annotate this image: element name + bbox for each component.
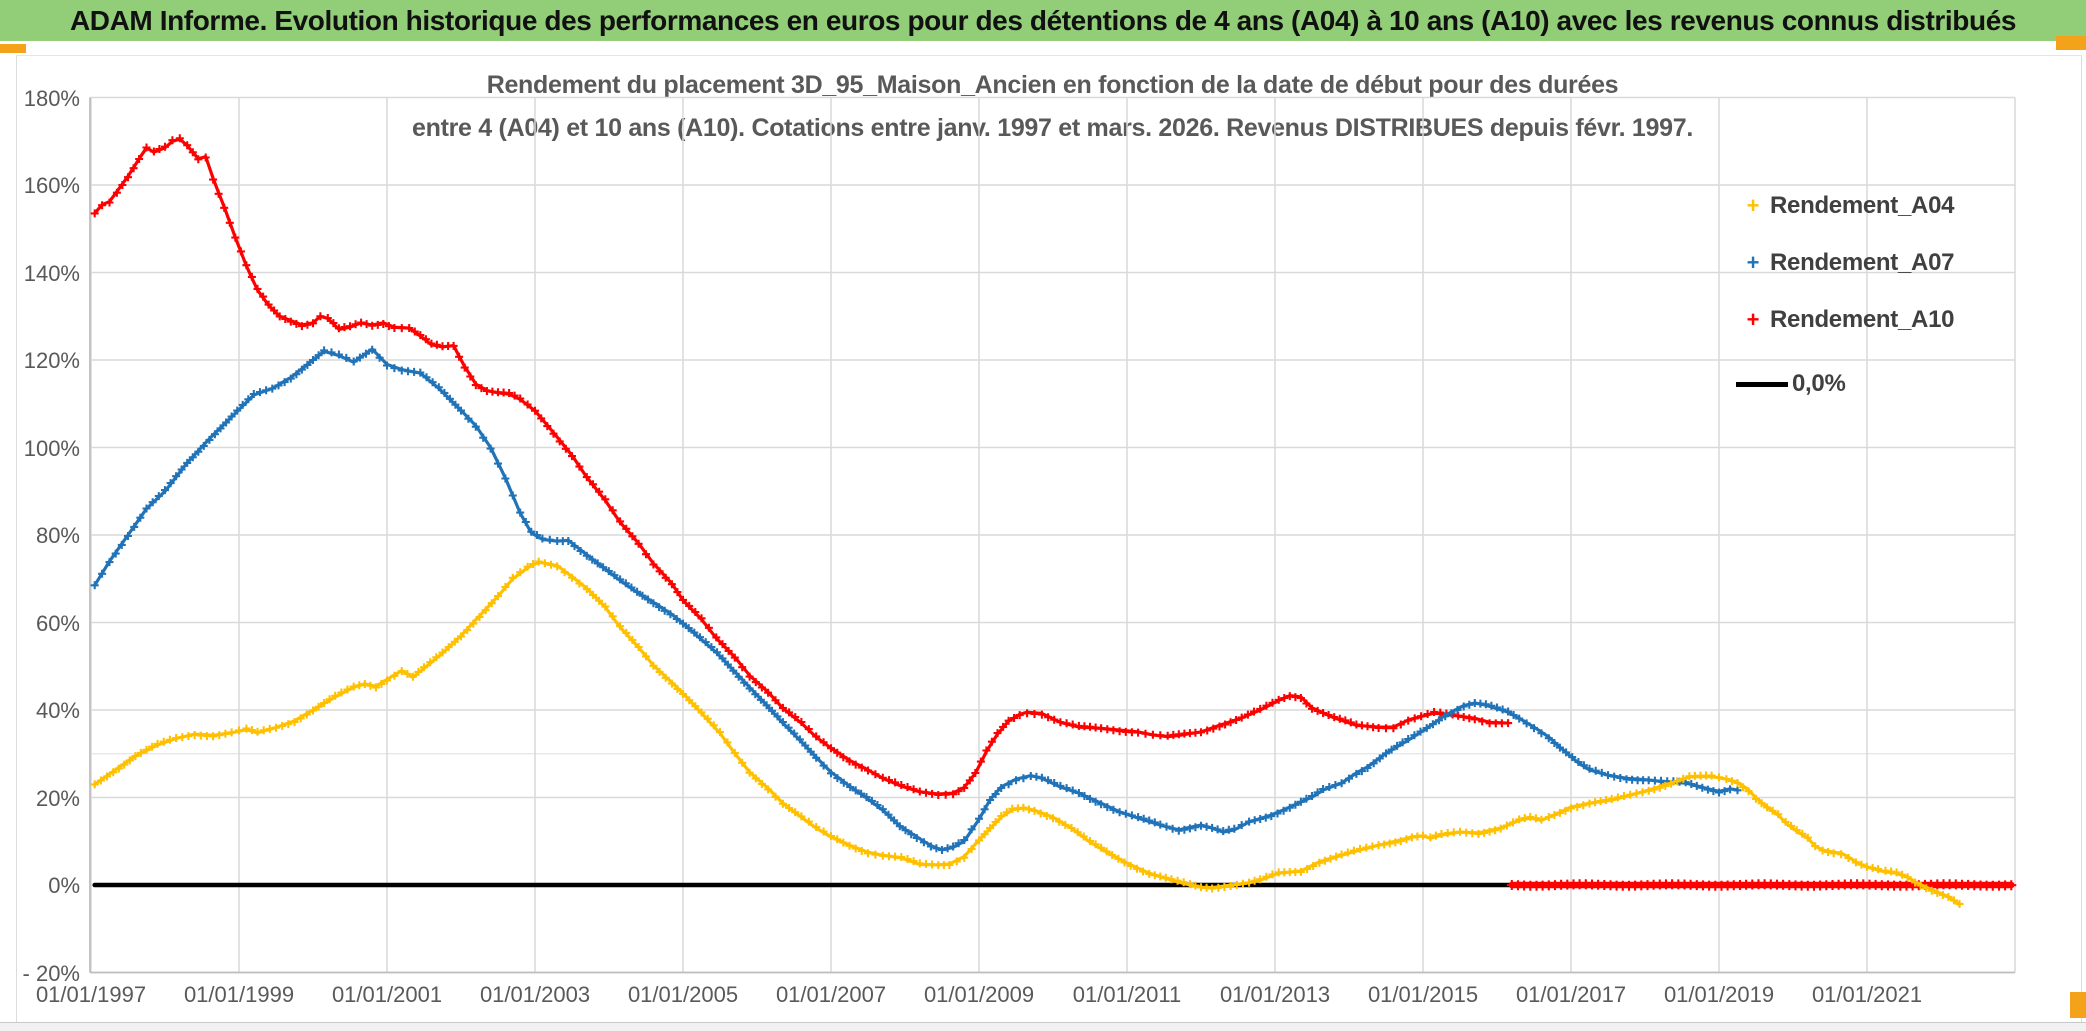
header-title: ADAM Informe. Evolution historique des p… [69,4,2017,36]
y-axis-label: 180% [23,85,80,111]
y-axis-label: 120% [23,348,80,373]
legend-item-a10: + Rendement_A10 [1736,306,1955,334]
plus-marker-icon: + [1746,307,1760,332]
y-axis-label: 40% [35,698,80,723]
series-markers [90,345,1742,854]
black-line-swatch [1736,381,1788,387]
legend-item-a07: + Rendement_A07 [1736,249,1955,277]
y-axis-label: 80% [35,523,80,548]
y-axis-label: - 20% [22,960,80,986]
y-axis-label: 20% [35,785,80,811]
x-axis-label: 01/01/2015 [1367,982,1479,1007]
legend-item-zero: 0,0% [1736,370,1954,398]
series-rendement-a10 [90,134,2017,891]
gridlines [90,96,2016,974]
accent-top-left [0,44,26,53]
y-axis-label: 100% [23,435,80,461]
x-axis-label: 01/01/2005 [627,982,739,1007]
chart-frame-bottom [0,1022,2086,1023]
x-axis-label: 01/01/2021 [1811,982,1923,1007]
accent-top-right [2056,36,2086,50]
series-line [93,347,1740,852]
x-axis-label: 01/01/1999 [183,982,295,1007]
series-markers [90,557,1964,908]
plus-marker-icon: + [1746,193,1760,218]
plus-marker-icon: + [1746,250,1760,275]
legend-label: Rendement_A04 [1770,192,1955,219]
legend-item-a04: + Rendement_A04 [1736,192,1955,220]
accent-bottom-right [2070,992,2086,1018]
header-bar: ADAM Informe. Evolution historique des p… [0,0,2086,41]
x-axis-label: 01/01/2009 [923,982,1035,1007]
chart-title-line2: entre 4 (A04) et 10 ans (A10). Cotations… [412,114,1693,142]
legend: + Rendement_A04 + Rendement_A07 + Rendem… [1736,192,1954,398]
series-markers [1506,879,2017,891]
legend-label: 0,0% [1792,370,1846,397]
series-markers [90,134,1513,799]
chart-frame-left [16,55,17,1022]
y-axis-label: 160% [23,173,80,198]
x-axis-label: 01/01/2007 [775,982,887,1007]
series-line [93,560,1962,907]
legend-label: Rendement_A07 [1770,249,1955,276]
y-axis-label: 0% [48,873,80,898]
x-axis-label: 01/01/2019 [1663,982,1775,1007]
series-rendement-a04 [90,557,1964,908]
x-axis-label: 01/01/2003 [479,982,591,1007]
chart-frame-right [2081,55,2082,1022]
chart-title-line1: Rendement du placement 3D_95_Maison_Anci… [486,71,1619,99]
sheet-edge [0,1023,2086,1031]
legend-label: Rendement_A10 [1770,306,1955,333]
x-axis-label: 01/01/2017 [1515,982,1627,1007]
x-axis-label: 01/01/2013 [1219,982,1331,1007]
y-axis-label: 140% [23,260,80,286]
x-axis-label: 01/01/2011 [1072,982,1182,1007]
chart-title: Rendement du placement 3D_95_Maison_Anci… [90,64,2015,150]
y-axis-label: 60% [35,610,80,636]
x-axis-label: 01/01/2001 [331,982,443,1007]
series-rendement-a07 [90,345,1742,854]
x-axis-label: 01/01/1997 [35,982,147,1007]
chart-frame-top [16,55,2082,56]
